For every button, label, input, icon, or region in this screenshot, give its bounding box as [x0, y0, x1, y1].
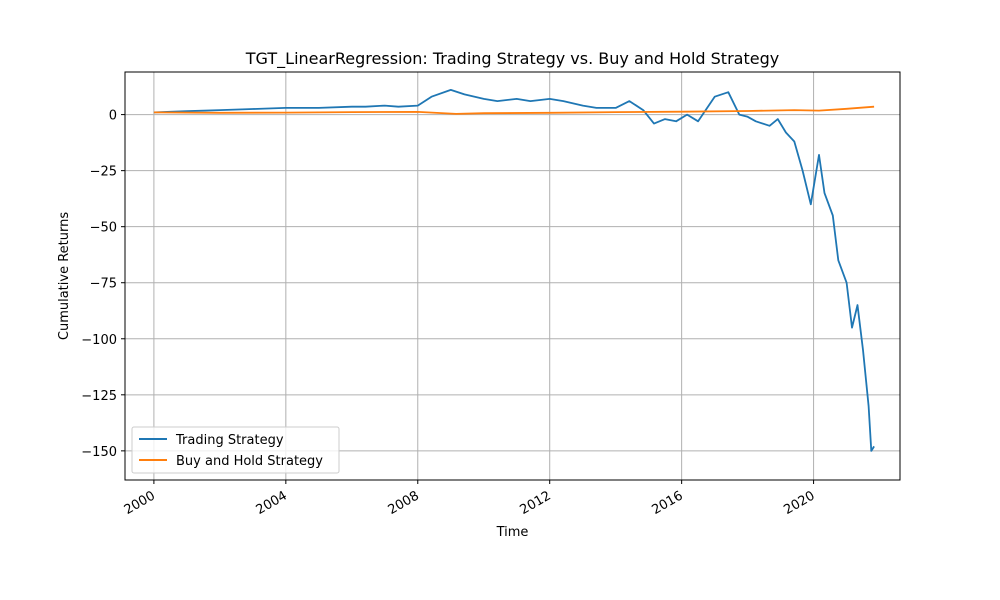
y-axis-label: Cumulative Returns: [57, 212, 72, 340]
series-line-buyhold: [153, 105, 875, 115]
series-lines: [153, 89, 875, 452]
x-axis-label: Time: [496, 525, 529, 540]
x-tick-label: 2004: [254, 488, 290, 518]
y-tick-label: −125: [81, 389, 117, 404]
x-tick-label: 2016: [649, 488, 685, 518]
chart-title: TGT_LinearRegression: Trading Strategy v…: [245, 49, 779, 69]
y-tick-label: −75: [90, 277, 117, 292]
x-tick-label: 2012: [518, 488, 554, 518]
x-tick-label: 2008: [386, 488, 422, 518]
x-tick-label: 2020: [781, 488, 817, 518]
y-tick-label: −25: [90, 165, 117, 180]
grid-lines: [125, 72, 900, 480]
legend-label-trading: Trading Strategy: [175, 433, 284, 448]
y-tick-label: −50: [90, 221, 117, 236]
plot-frame: [124, 71, 901, 481]
legend-box: [131, 426, 340, 474]
series-line-trading: [153, 89, 875, 452]
y-tick-label: −150: [81, 445, 117, 460]
x-axis: 2000 2004 2008 2012 2016 2020: [122, 480, 818, 518]
y-tick-label: −100: [81, 333, 117, 348]
legend: Trading Strategy Buy and Hold Strategy: [131, 426, 340, 474]
x-tick-label: 2000: [122, 488, 158, 518]
y-tick-label: 0: [109, 109, 117, 124]
y-axis: 0 −25 −50 −75 −100 −125 −150: [81, 109, 125, 460]
legend-label-buyhold: Buy and Hold Strategy: [176, 454, 323, 469]
